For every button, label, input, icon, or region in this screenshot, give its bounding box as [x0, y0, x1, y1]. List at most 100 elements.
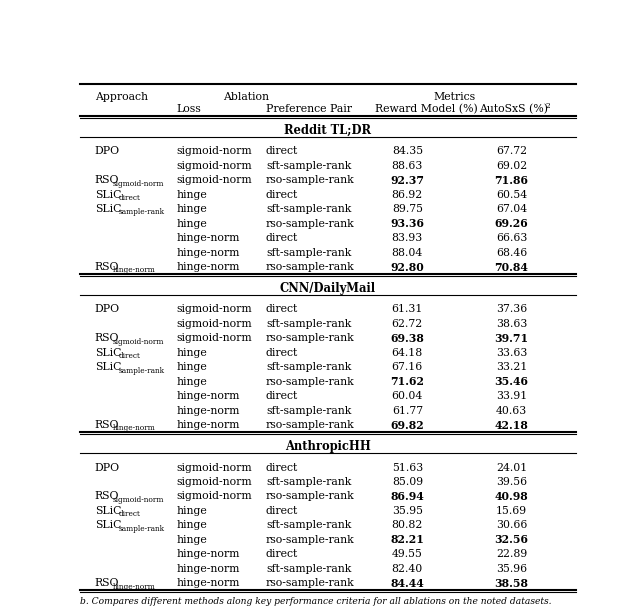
Text: SLiC: SLiC: [95, 362, 121, 372]
Text: sft-sample-rank: sft-sample-rank: [266, 161, 351, 171]
Text: direct: direct: [266, 506, 298, 516]
Text: sample-rank: sample-rank: [118, 367, 165, 375]
Text: hinge-norm: hinge-norm: [177, 405, 240, 416]
Text: hinge: hinge: [177, 190, 207, 200]
Text: 88.63: 88.63: [392, 161, 423, 171]
Text: RSO: RSO: [95, 420, 120, 430]
Text: rso-sample-rank: rso-sample-rank: [266, 491, 355, 501]
Text: hinge-norm: hinge-norm: [177, 564, 240, 574]
Text: sigmoid-norm: sigmoid-norm: [177, 477, 252, 487]
Text: sigmoid-norm: sigmoid-norm: [177, 304, 252, 315]
Text: sigmoid-norm: sigmoid-norm: [113, 496, 164, 504]
Text: sigmoid-norm: sigmoid-norm: [177, 319, 252, 329]
Text: sft-sample-rank: sft-sample-rank: [266, 564, 351, 574]
Text: RSO: RSO: [95, 175, 120, 185]
Text: AutoSxS (%): AutoSxS (%): [479, 104, 548, 114]
Text: direct: direct: [266, 462, 298, 473]
Text: 61.31: 61.31: [392, 304, 423, 315]
Text: 67.16: 67.16: [392, 362, 423, 372]
Text: direct: direct: [266, 391, 298, 401]
Text: rso-sample-rank: rso-sample-rank: [266, 333, 355, 344]
Text: sigmoid-norm: sigmoid-norm: [113, 338, 164, 345]
Text: direct: direct: [266, 190, 298, 200]
Text: 85.09: 85.09: [392, 477, 423, 487]
Text: SLiC: SLiC: [95, 348, 121, 358]
Text: Preference Pair: Preference Pair: [266, 104, 352, 114]
Text: 51.63: 51.63: [392, 462, 423, 473]
Text: sft-sample-rank: sft-sample-rank: [266, 477, 351, 487]
Text: rso-sample-rank: rso-sample-rank: [266, 219, 355, 228]
Text: RSO: RSO: [95, 578, 120, 588]
Text: sample-rank: sample-rank: [118, 208, 165, 216]
Text: hinge: hinge: [177, 377, 207, 387]
Text: 49.55: 49.55: [392, 549, 423, 559]
Text: hinge: hinge: [177, 506, 207, 516]
Text: direct: direct: [266, 233, 298, 243]
Text: 32.56: 32.56: [495, 534, 529, 545]
Text: sft-sample-rank: sft-sample-rank: [266, 319, 351, 329]
Text: sample-rank: sample-rank: [118, 525, 165, 533]
Text: 70.84: 70.84: [495, 262, 529, 273]
Text: SLiC: SLiC: [95, 190, 121, 200]
Text: rso-sample-rank: rso-sample-rank: [266, 535, 355, 545]
Text: 92.80: 92.80: [390, 262, 424, 273]
Text: sigmoid-norm: sigmoid-norm: [177, 333, 252, 344]
Text: 62.72: 62.72: [392, 319, 423, 329]
Text: rso-sample-rank: rso-sample-rank: [266, 262, 355, 272]
Text: SLiC: SLiC: [95, 204, 121, 214]
Text: rso-sample-rank: rso-sample-rank: [266, 377, 355, 387]
Text: hinge-norm: hinge-norm: [177, 233, 240, 243]
Text: RSO: RSO: [95, 262, 120, 272]
Text: 89.75: 89.75: [392, 204, 423, 214]
Text: 92.37: 92.37: [390, 175, 424, 186]
Text: direct: direct: [118, 510, 141, 518]
Text: b. Compares different methods along key performance criteria for all ablations o: b. Compares different methods along key …: [80, 597, 552, 606]
Text: 84.44: 84.44: [390, 578, 424, 589]
Text: Ablation: Ablation: [223, 92, 269, 102]
Text: hinge-norm: hinge-norm: [177, 248, 240, 258]
Text: 24.01: 24.01: [496, 462, 527, 473]
Text: hinge: hinge: [177, 521, 207, 530]
Text: hinge: hinge: [177, 348, 207, 358]
Text: rso-sample-rank: rso-sample-rank: [266, 578, 355, 588]
Text: 69.02: 69.02: [496, 161, 527, 171]
Text: direct: direct: [266, 348, 298, 358]
Text: sigmoid-norm: sigmoid-norm: [177, 491, 252, 501]
Text: Metrics: Metrics: [433, 92, 476, 102]
Text: 33.91: 33.91: [496, 391, 527, 401]
Text: 33.63: 33.63: [496, 348, 527, 358]
Text: sigmoid-norm: sigmoid-norm: [177, 161, 252, 171]
Text: 80.82: 80.82: [392, 521, 423, 530]
Text: 37.36: 37.36: [496, 304, 527, 315]
Text: sigmoid-norm: sigmoid-norm: [177, 175, 252, 185]
Text: 35.96: 35.96: [496, 564, 527, 574]
Text: 60.54: 60.54: [496, 190, 527, 200]
Text: 33.21: 33.21: [496, 362, 527, 372]
Text: 22.89: 22.89: [496, 549, 527, 559]
Text: 40.98: 40.98: [495, 491, 529, 502]
Text: 39.56: 39.56: [496, 477, 527, 487]
Text: hinge-norm: hinge-norm: [177, 391, 240, 401]
Text: 68.46: 68.46: [496, 248, 527, 258]
Text: 42.18: 42.18: [495, 420, 529, 431]
Text: 88.04: 88.04: [392, 248, 423, 258]
Text: Approach: Approach: [95, 92, 148, 102]
Text: hinge-norm: hinge-norm: [177, 549, 240, 559]
Text: direct: direct: [266, 304, 298, 315]
Text: SLiC: SLiC: [95, 506, 121, 516]
Text: 30.66: 30.66: [496, 521, 527, 530]
Text: 86.94: 86.94: [390, 491, 424, 502]
Text: 93.36: 93.36: [390, 218, 424, 229]
Text: sft-sample-rank: sft-sample-rank: [266, 405, 351, 416]
Text: sigmoid-norm: sigmoid-norm: [113, 179, 164, 187]
Text: 71.86: 71.86: [495, 175, 529, 186]
Text: 15.69: 15.69: [496, 506, 527, 516]
Text: 40.63: 40.63: [496, 405, 527, 416]
Text: hinge-norm: hinge-norm: [177, 262, 240, 272]
Text: 39.71: 39.71: [495, 333, 529, 344]
Text: 84.35: 84.35: [392, 146, 423, 156]
Text: rso-sample-rank: rso-sample-rank: [266, 420, 355, 430]
Text: 82.21: 82.21: [390, 534, 424, 545]
Text: Reddit TL;DR: Reddit TL;DR: [285, 124, 371, 137]
Text: sft-sample-rank: sft-sample-rank: [266, 248, 351, 258]
